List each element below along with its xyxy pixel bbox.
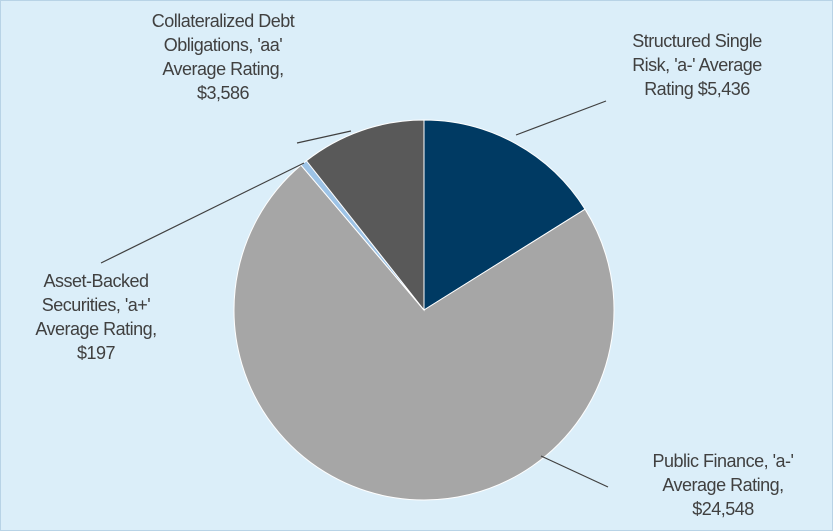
category-label: Public Finance, 'a-' Average Rating, — [652, 451, 794, 495]
pie-slice — [305, 119, 425, 312]
value-label: $24,548 — [692, 499, 754, 519]
slice-label: Structured Single Risk, 'a-' Average Rat… — [612, 29, 782, 101]
value-label: $197 — [76, 343, 116, 363]
pie-slice — [423, 119, 586, 311]
value-label: $3,586 — [196, 83, 250, 103]
leader-lines — [100, 100, 609, 488]
value-label: $5,436 — [697, 79, 751, 99]
category-label: Asset-Backed Securities, 'a+' Average Ra… — [35, 271, 157, 339]
leader-line — [540, 455, 609, 488]
pie-slice — [233, 164, 615, 501]
slice-label: Public Finance, 'a-' Average Rating, $24… — [643, 449, 803, 521]
category-label: Collateralized Debt Obligations, 'aa' Av… — [151, 11, 295, 79]
leader-line — [296, 130, 352, 144]
leader-line — [100, 162, 305, 264]
leader-line — [515, 100, 607, 136]
slice-label: Asset-Backed Securities, 'a+' Average Ra… — [26, 269, 166, 365]
category-label: Structured Single Risk, 'a-' Average Rat… — [632, 31, 762, 99]
slice-label: Collateralized Debt Obligations, 'aa' Av… — [148, 9, 298, 105]
